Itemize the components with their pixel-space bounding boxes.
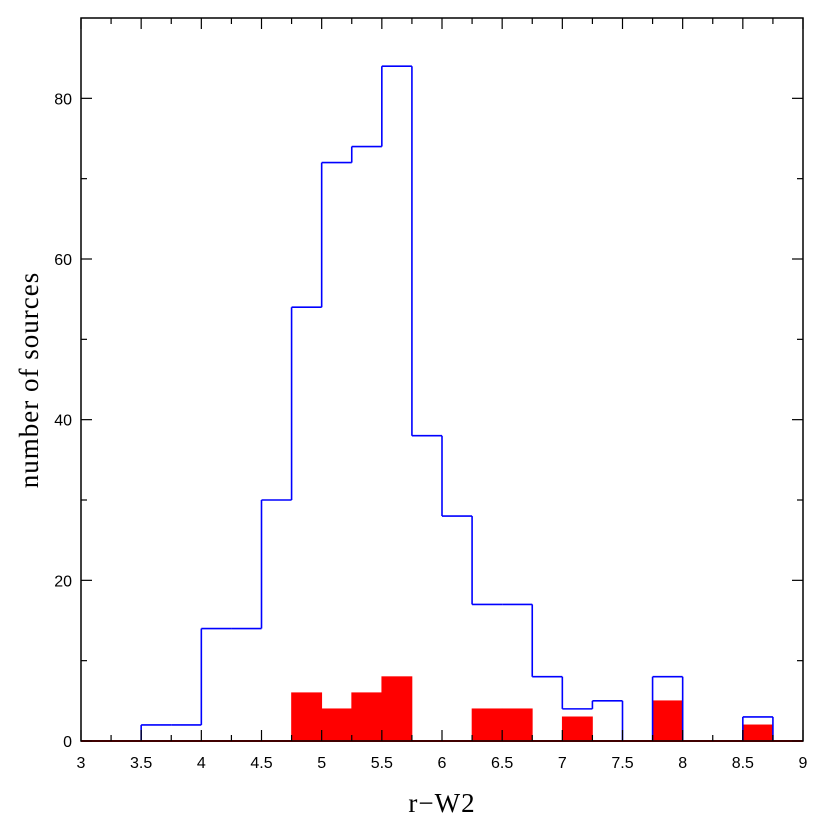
filled-histogram-bar xyxy=(742,724,774,742)
y-tick-label: 40 xyxy=(54,413,72,430)
filled-histogram-bar xyxy=(291,692,323,742)
filled-histogram-bar xyxy=(321,708,353,742)
x-axis-title: r−W2 xyxy=(408,788,475,818)
x-tick-label: 3.5 xyxy=(130,755,152,772)
y-tick-label: 60 xyxy=(54,252,72,269)
filled-histogram-bar xyxy=(381,676,413,742)
x-tick-label: 6 xyxy=(438,755,447,772)
filled-histogram-bar xyxy=(351,692,383,742)
filled-histogram-bar xyxy=(501,708,533,742)
x-tick-label: 5.5 xyxy=(371,755,393,772)
axes-group: 3 3.5 4 4.5 5 5.5 6 6.5 7 7.5 8 8.5 9 0 20 40 60 80 xyxy=(54,17,808,772)
x-tick-label: 7.5 xyxy=(611,755,633,772)
x-tick-label: 4.5 xyxy=(250,755,272,772)
x-tick-label: 5 xyxy=(317,755,326,772)
filled-histogram-bar xyxy=(652,700,684,742)
x-tick-label: 3 xyxy=(77,755,86,772)
y-tick-label: 20 xyxy=(54,573,72,590)
y-tick-label: 80 xyxy=(54,91,72,108)
x-tick-label: 8 xyxy=(678,755,687,772)
plot-frame xyxy=(80,17,804,742)
x-tick-label: 6.5 xyxy=(491,755,513,772)
histogram-series-group xyxy=(81,65,803,742)
x-tick-label: 9 xyxy=(799,755,808,772)
x-tick-label: 4 xyxy=(197,755,206,772)
x-tick-label: 7 xyxy=(558,755,567,772)
y-axis-title: number of sources xyxy=(14,272,44,488)
filled-histogram-bar xyxy=(561,716,593,742)
filled-histogram-bar xyxy=(471,708,503,742)
x-tick-label: 8.5 xyxy=(732,755,754,772)
y-tick-label: 0 xyxy=(63,734,72,751)
